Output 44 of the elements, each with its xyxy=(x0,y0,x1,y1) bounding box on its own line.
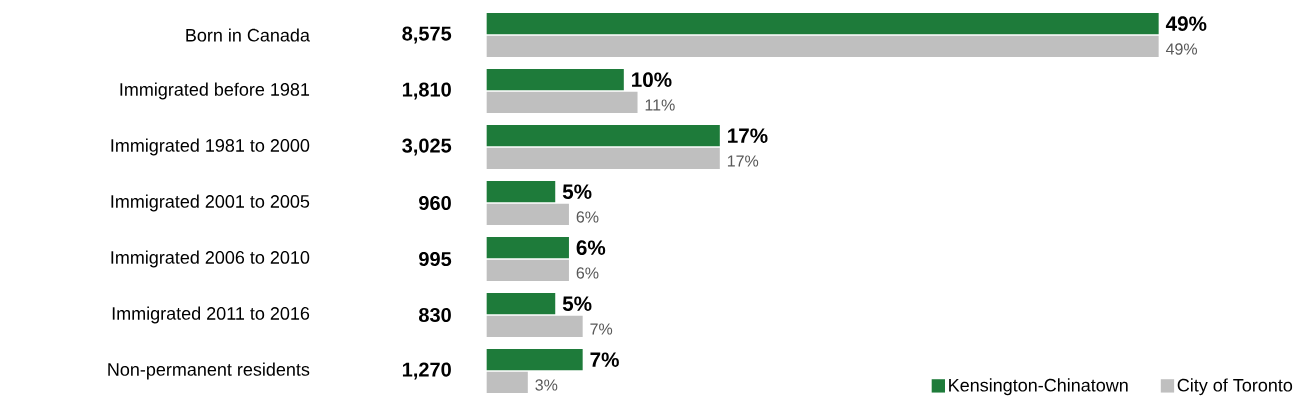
data-label: 11% xyxy=(645,99,675,111)
text: 1,270 xyxy=(402,362,451,380)
data-label: 5% xyxy=(562,296,592,311)
bar xyxy=(486,293,556,315)
bar xyxy=(486,371,528,393)
y-tick-label: Immigrated 1981 to 2000 xyxy=(111,138,310,156)
text: 995 xyxy=(419,251,452,267)
data-label: 49% xyxy=(1165,43,1198,55)
data-label: 6% xyxy=(576,211,599,223)
y-tick-label: Born in Canada xyxy=(186,28,310,42)
bar xyxy=(486,125,720,147)
bar xyxy=(486,315,583,338)
text: 830 xyxy=(418,307,451,323)
bar xyxy=(486,147,720,170)
bar xyxy=(486,181,556,203)
y-tick-label: Non-permanent residents xyxy=(108,362,310,380)
bar xyxy=(486,69,624,91)
text: 3,025 xyxy=(402,138,452,156)
data-label: 3% xyxy=(535,379,558,391)
data-label: 5% xyxy=(562,184,592,199)
text: 960 xyxy=(419,195,451,211)
legend-label: City of Toronto xyxy=(1177,378,1293,396)
data-label: 6% xyxy=(576,240,606,255)
y-tick-label: Immigrated 2006 to 2010 xyxy=(111,250,310,268)
data-label: 17% xyxy=(728,128,768,143)
y-tick-label: Immigrated before 1981 xyxy=(120,82,310,100)
data-label: 7% xyxy=(590,352,619,367)
bar xyxy=(486,91,638,114)
bar xyxy=(486,349,583,371)
text: 1,810 xyxy=(402,82,451,100)
data-label: 49% xyxy=(1165,16,1207,31)
bar xyxy=(486,203,569,226)
text: 8,575 xyxy=(402,26,452,44)
legend-label: Kensington-Chinatown xyxy=(949,378,1128,396)
bar xyxy=(486,13,1159,35)
y-tick-label: Immigrated 2011 to 2016 xyxy=(112,306,310,324)
bar xyxy=(486,237,569,259)
bar xyxy=(486,259,569,282)
data-label: 7% xyxy=(590,323,613,335)
data-label: 10% xyxy=(632,72,672,87)
data-label: 6% xyxy=(576,267,599,279)
bar xyxy=(486,35,1159,58)
y-tick-label: Immigrated 2001 to 2005 xyxy=(111,194,310,212)
data-label: 17% xyxy=(727,155,759,167)
